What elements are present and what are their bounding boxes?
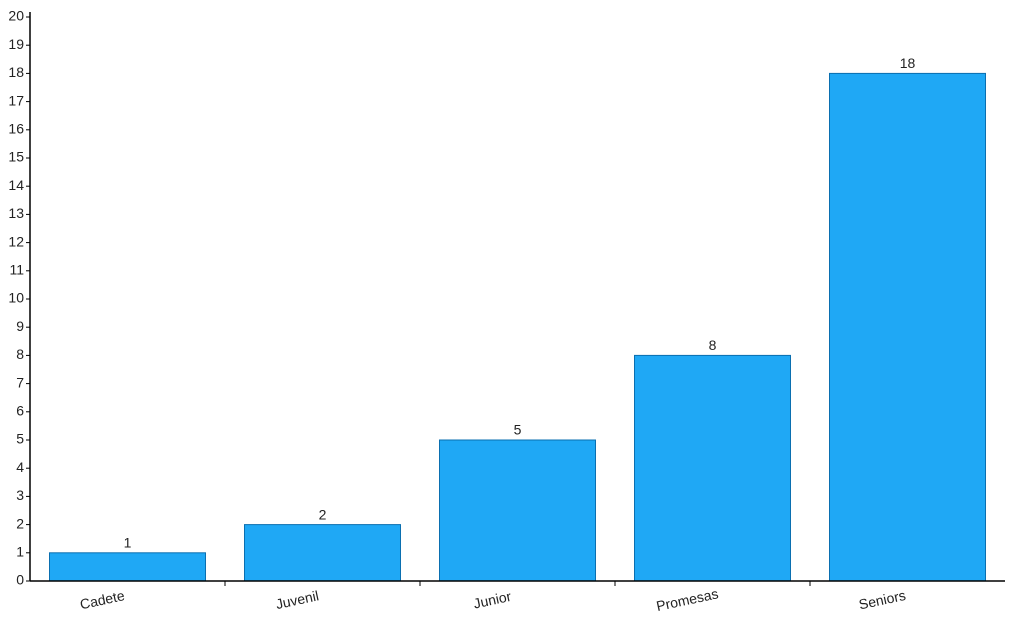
y-tick-label: 5: [16, 431, 24, 447]
bar: [634, 354, 791, 582]
y-tick-label: 10: [8, 290, 24, 306]
bar: [244, 524, 401, 582]
x-tick-label: Juvenil: [274, 587, 320, 612]
y-tick-label: 2: [16, 515, 24, 531]
value-label: 2: [319, 506, 327, 522]
bar: [49, 552, 206, 582]
y-tick-label: 12: [8, 233, 24, 249]
y-tick-label: 6: [16, 403, 24, 419]
y-tick-label: 15: [8, 149, 24, 165]
y-tick-label: 8: [16, 346, 24, 362]
y-tick-label: 7: [16, 374, 24, 390]
y-tick-label: 20: [8, 8, 24, 24]
y-tick-label: 18: [8, 64, 24, 80]
y-tick-label: 11: [9, 262, 24, 278]
y-tick-label: 3: [16, 487, 24, 503]
y-tick-label: 14: [8, 177, 24, 193]
value-label-bg: [117, 535, 138, 552]
value-label-bg: [507, 423, 528, 439]
value-label-bg: [702, 338, 723, 355]
y-tick-label: 13: [8, 205, 24, 221]
y-tick-label: 4: [16, 459, 24, 475]
x-tick-label: Cadete: [78, 587, 126, 612]
x-tick-label: Junior: [472, 588, 513, 612]
y-tick-label: 9: [16, 318, 24, 334]
y-tick-label: 16: [8, 121, 24, 137]
y-tick-label: 17: [8, 92, 24, 108]
x-tick-label: Seniors: [857, 587, 907, 613]
value-label-bg: [897, 56, 918, 73]
value-label-bg: [312, 507, 333, 524]
bar: [439, 439, 596, 582]
y-tick-label: 19: [8, 36, 24, 52]
x-tick-label: Promesas: [655, 585, 720, 614]
y-tick-label: 1: [16, 544, 24, 560]
value-label: 1: [124, 535, 132, 551]
value-label: 8: [709, 337, 717, 353]
bar: [829, 72, 986, 582]
value-label: 5: [514, 422, 522, 438]
y-tick-label: 0: [16, 572, 24, 588]
value-label: 18: [900, 55, 916, 71]
